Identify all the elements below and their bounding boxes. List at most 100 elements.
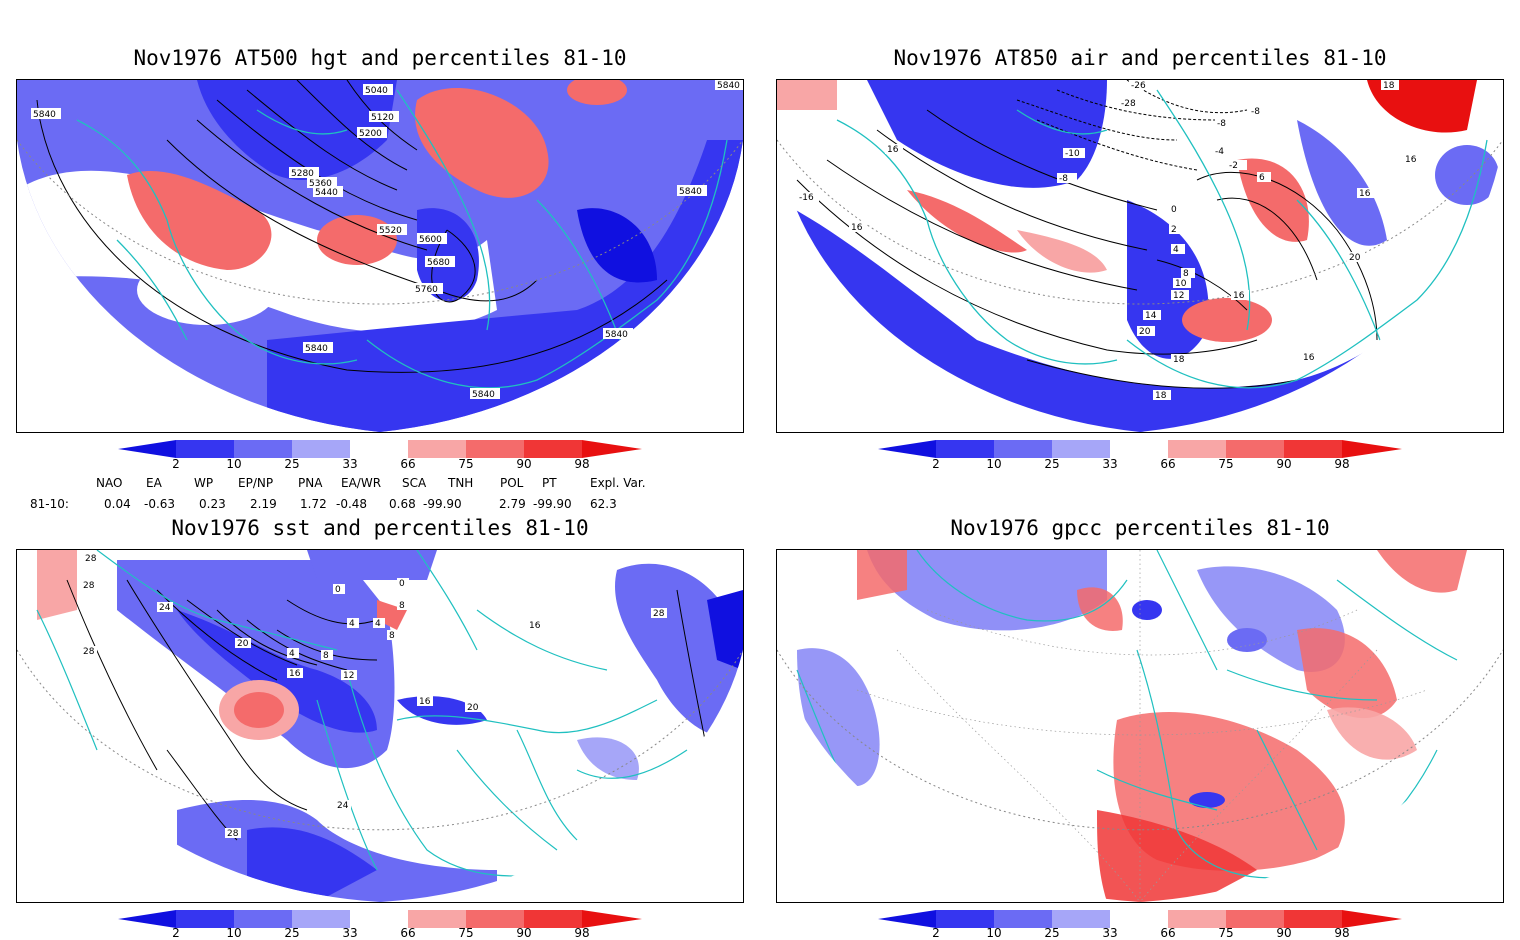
index-value: -99.90 — [423, 497, 462, 511]
index-value: -0.48 — [336, 497, 368, 511]
cbar-label: 10 — [986, 457, 1002, 471]
cbar-swatch-75-90 — [466, 440, 524, 458]
cbar-swatch-66-75 — [408, 910, 466, 928]
index-value-row: 81-10: 0.04 -0.63 0.23 2.19 1.72 -0.48 0… — [0, 497, 760, 513]
cbar-swatch-10-25 — [994, 440, 1052, 458]
contour-label: 4 — [375, 619, 381, 629]
cbar-swatch-25-33 — [292, 910, 350, 928]
colorbar-bottom-right: 2 10 25 33 66 75 90 98 — [878, 910, 1402, 940]
cbar-label: 66 — [400, 457, 416, 471]
contour-label: 5680 — [427, 258, 450, 268]
contour-label: -26 — [1131, 81, 1146, 91]
contour-label: -4 — [1215, 147, 1224, 157]
contour-label: 6 — [1259, 173, 1265, 183]
cbar-swatch-25-33 — [1052, 910, 1110, 928]
contour-label: 0 — [1171, 205, 1177, 215]
contour-label: 5840 — [305, 344, 328, 354]
cbar-swatch-lt2 — [878, 910, 936, 928]
cbar-swatch-25-33 — [292, 440, 350, 458]
cbar-label: 98 — [574, 457, 590, 471]
cbar-swatch-90-98 — [1284, 910, 1342, 928]
contour-label: 20 — [1349, 253, 1361, 263]
cbar-label: 2 — [932, 926, 940, 940]
cbar-label: 90 — [1276, 457, 1292, 471]
cbar-swatch-gt98 — [582, 440, 642, 458]
cbar-label: 75 — [458, 457, 474, 471]
contour-label: 0 — [335, 585, 341, 595]
cbar-swatch-lt2 — [878, 440, 936, 458]
contour-label: 16 — [419, 697, 431, 707]
contour-label: 28 — [85, 554, 97, 564]
cbar-label: 33 — [342, 457, 358, 471]
panel-title-hgt500: Nov1976 AT500 hgt and percentiles 81-10 — [133, 46, 627, 70]
index-header-row: NAO EA WP EP/NP PNA EA/WR SCA TNH POL PT… — [0, 476, 760, 492]
cbar-label: 75 — [1218, 926, 1234, 940]
index-value: 0.04 — [104, 497, 131, 511]
contour-label: 20 — [1139, 327, 1151, 337]
map-sst: 28 28 24 28 0 0 8 4 4 8 20 4 8 16 12 16 … — [16, 549, 744, 903]
contour-label: 28 — [83, 647, 95, 657]
index-header: TNH — [448, 476, 474, 490]
contour-label: 5840 — [472, 390, 495, 400]
index-value: 2.79 — [499, 497, 526, 511]
index-header: PNA — [298, 476, 323, 490]
contour-label: 16 — [887, 145, 899, 155]
cbar-label: 33 — [1102, 457, 1118, 471]
contour-label: 8 — [399, 601, 405, 611]
contour-label: -28 — [1121, 99, 1136, 109]
cbar-label: 66 — [1160, 457, 1176, 471]
index-header: NAO — [96, 476, 123, 490]
contour-label: 8 — [323, 651, 329, 661]
cbar-label: 2 — [172, 926, 180, 940]
contour-label: 12 — [343, 671, 354, 681]
index-value: 0.68 — [389, 497, 416, 511]
cbar-label: 10 — [986, 926, 1002, 940]
cbar-label: 10 — [226, 926, 242, 940]
cbar-swatch-lt2 — [118, 440, 176, 458]
index-value: -0.63 — [144, 497, 176, 511]
contour-label: 5600 — [419, 235, 442, 245]
contour-label: 24 — [159, 603, 171, 613]
index-header: Expl. Var. — [590, 476, 646, 490]
cbar-swatch-2-10 — [936, 910, 994, 928]
contour-label: 4 — [289, 649, 295, 659]
contour-label: 16 — [1359, 189, 1371, 199]
contour-label: 8 — [389, 631, 395, 641]
cbar-swatch-25-33 — [1052, 440, 1110, 458]
contour-label: 28 — [83, 581, 95, 591]
cbar-swatch-75-90 — [1226, 440, 1284, 458]
panel-title-air850: Nov1976 AT850 air and percentiles 81-10 — [893, 46, 1387, 70]
contour-label: 5760 — [415, 285, 438, 295]
cbar-label: 2 — [172, 457, 180, 471]
contour-label: 5840 — [717, 81, 740, 91]
index-header: EA — [146, 476, 162, 490]
cbar-swatch-2-10 — [936, 440, 994, 458]
cbar-swatch-gt98 — [582, 910, 642, 928]
contour-label: 16 — [1405, 155, 1417, 165]
contour-label: 5280 — [291, 169, 314, 179]
panel-title-sst: Nov1976 sst and percentiles 81-10 — [171, 516, 589, 540]
contour-label: -10 — [1065, 149, 1080, 159]
contour-label: -2 — [1229, 161, 1238, 171]
contour-label: 16 — [851, 223, 863, 233]
cbar-swatch-2-10 — [176, 910, 234, 928]
contour-label: 5120 — [371, 113, 394, 123]
cbar-swatch-lt2 — [118, 910, 176, 928]
contour-label: 28 — [227, 829, 239, 839]
contour-label: 18 — [1383, 81, 1395, 91]
index-header: POL — [500, 476, 524, 490]
cbar-swatch-gt98 — [1342, 440, 1402, 458]
cbar-label: 25 — [284, 457, 300, 471]
map-air850: -26 -28 -8 -8 -4 -2 -10 -8 6 16 16 16 18… — [776, 79, 1504, 433]
panel-title-gpcc: Nov1976 gpcc percentiles 81-10 — [950, 516, 1330, 540]
contour-label: 5200 — [359, 129, 382, 139]
cbar-label: 10 — [226, 457, 242, 471]
cbar-swatch-75-90 — [466, 910, 524, 928]
contour-label: 14 — [1145, 311, 1157, 321]
index-header: SCA — [402, 476, 427, 490]
contour-label: -8 — [1217, 119, 1226, 129]
contour-label: 20 — [237, 639, 249, 649]
cbar-swatch-gt98 — [1342, 910, 1402, 928]
cbar-swatch-33-66 — [350, 440, 408, 458]
index-value: -99.90 — [533, 497, 572, 511]
